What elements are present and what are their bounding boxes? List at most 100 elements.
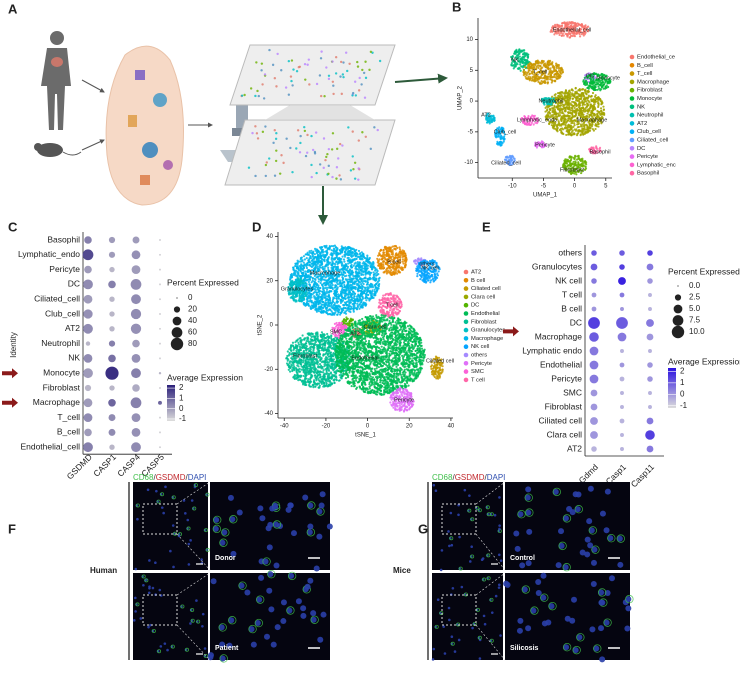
cell-point bbox=[363, 289, 366, 292]
cell-point bbox=[534, 62, 538, 65]
cell-point bbox=[420, 257, 423, 260]
slide-dot bbox=[290, 59, 294, 62]
cell-point bbox=[567, 106, 570, 109]
cell-point bbox=[402, 262, 405, 265]
cell-point bbox=[583, 28, 586, 31]
cell-point bbox=[360, 304, 363, 307]
slide-dot bbox=[295, 69, 299, 73]
cell-point bbox=[364, 273, 367, 276]
cell-point bbox=[565, 120, 568, 123]
cell-point bbox=[552, 109, 555, 112]
cell-point bbox=[560, 131, 563, 134]
cell-point bbox=[596, 100, 599, 103]
cell-point bbox=[375, 289, 378, 292]
cell-point bbox=[319, 259, 323, 263]
cell-point bbox=[578, 130, 581, 133]
cell-point bbox=[541, 66, 544, 69]
slide-dot bbox=[260, 69, 263, 72]
y-tick-label: 5 bbox=[470, 68, 474, 74]
x-tick-label: 0 bbox=[366, 424, 370, 430]
cell-point bbox=[591, 128, 594, 131]
cell-point bbox=[594, 94, 597, 97]
cell-point bbox=[331, 298, 335, 301]
cell-point bbox=[360, 269, 363, 272]
cell-point bbox=[600, 112, 603, 115]
cell-point bbox=[583, 160, 587, 164]
panel-a-illustration bbox=[34, 31, 448, 225]
cell-point bbox=[524, 52, 527, 55]
cell-point bbox=[296, 265, 299, 268]
slide-dot bbox=[346, 69, 349, 73]
cell-point bbox=[550, 71, 554, 74]
cell-point bbox=[387, 247, 390, 250]
slide-dot bbox=[264, 174, 267, 178]
cell-point bbox=[602, 108, 605, 111]
slide-dot bbox=[338, 174, 341, 177]
cell-point bbox=[366, 289, 369, 292]
cell-point bbox=[309, 294, 312, 297]
cell-point bbox=[553, 73, 556, 76]
cell-point bbox=[342, 306, 345, 310]
slide-dot bbox=[318, 163, 322, 166]
cell-point bbox=[574, 28, 577, 31]
cell-point bbox=[582, 30, 585, 34]
cell-point bbox=[383, 266, 386, 270]
cell-point bbox=[560, 124, 563, 127]
cell-point bbox=[570, 131, 573, 134]
cell-point bbox=[322, 250, 325, 253]
panel-label: G bbox=[418, 521, 428, 536]
cell-point bbox=[525, 123, 529, 126]
panel-label: E bbox=[482, 219, 491, 234]
cell-point bbox=[355, 268, 358, 271]
cell-point bbox=[346, 293, 349, 296]
cell-point bbox=[525, 73, 528, 77]
legend-swatch bbox=[629, 170, 635, 176]
cell-point bbox=[551, 126, 555, 129]
cell-point bbox=[548, 71, 551, 74]
cell-point bbox=[562, 34, 565, 37]
cell-point bbox=[347, 295, 350, 298]
cell-point bbox=[390, 252, 393, 256]
cell-point bbox=[335, 301, 339, 304]
cell-point bbox=[306, 275, 309, 278]
slide-dot bbox=[303, 62, 307, 66]
cell-point bbox=[563, 97, 566, 100]
cell-point bbox=[320, 296, 323, 299]
legend-label: Lymphatic_enc bbox=[637, 162, 676, 168]
cell-point bbox=[304, 274, 307, 277]
cell-point bbox=[565, 158, 568, 161]
cell-point bbox=[512, 155, 515, 158]
cell-point bbox=[347, 256, 350, 260]
arrow bbox=[81, 139, 105, 151]
cluster-label: Neutrophil bbox=[538, 98, 563, 104]
cell-point bbox=[531, 75, 534, 78]
cell-point bbox=[334, 294, 337, 297]
x-axis-label: UMAP_1 bbox=[533, 193, 558, 199]
cell-point bbox=[294, 262, 297, 265]
cluster-label: Fibroblast bbox=[560, 167, 585, 173]
cell-point bbox=[575, 173, 578, 176]
cell-point bbox=[368, 289, 372, 292]
legend-swatch bbox=[629, 87, 635, 93]
y-tick-label: 20 bbox=[266, 278, 273, 284]
cell-point bbox=[307, 303, 310, 307]
slide-dot bbox=[263, 73, 267, 76]
cell-point bbox=[554, 30, 558, 34]
cell-point bbox=[359, 278, 362, 281]
cell-point bbox=[573, 106, 576, 110]
legend-swatch bbox=[629, 146, 635, 151]
cell-point bbox=[583, 81, 586, 85]
cell-point bbox=[393, 265, 396, 268]
cell-point bbox=[569, 34, 573, 37]
cell-point bbox=[599, 81, 602, 84]
slide-dot bbox=[271, 63, 275, 67]
cell-point bbox=[324, 245, 327, 248]
cell-point bbox=[321, 307, 325, 310]
cell-point bbox=[343, 294, 346, 298]
cell-point bbox=[416, 275, 419, 278]
cell-point bbox=[365, 299, 368, 302]
cell-point bbox=[573, 32, 576, 35]
cell-point bbox=[362, 255, 365, 258]
cell-point bbox=[523, 49, 526, 52]
slide-dot bbox=[341, 73, 345, 76]
